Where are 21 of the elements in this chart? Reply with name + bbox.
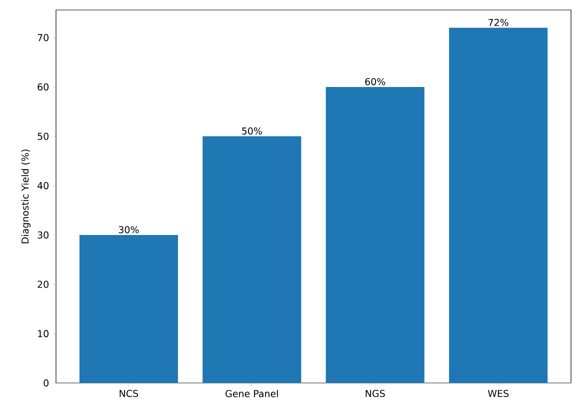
- x-tick-label: WES: [488, 390, 509, 398]
- y-tick-label: 20: [38, 280, 48, 288]
- data-label: 50%: [242, 127, 262, 135]
- bar: [79, 234, 178, 383]
- data-label: 60%: [365, 78, 386, 86]
- y-tick-label: 50: [38, 132, 48, 140]
- y-tick-label: 60: [38, 83, 48, 91]
- bar: [449, 28, 548, 383]
- data-label: 30%: [118, 226, 139, 234]
- y-tick-label: 40: [38, 182, 48, 190]
- data-label: 72%: [488, 18, 508, 26]
- y-tick-label: 0: [44, 379, 48, 387]
- y-tick-label: 70: [38, 34, 48, 42]
- x-tick-label: NGS: [366, 390, 385, 398]
- y-tick-label: 30: [38, 231, 48, 239]
- x-tick-label: Gene Panel: [226, 390, 278, 398]
- bar: [202, 136, 302, 383]
- y-tick-label: 10: [38, 330, 48, 338]
- bar: [326, 86, 424, 383]
- y-axis-title: Diagnostic Yield (%): [21, 150, 31, 244]
- x-tick-label: NCS: [120, 390, 138, 398]
